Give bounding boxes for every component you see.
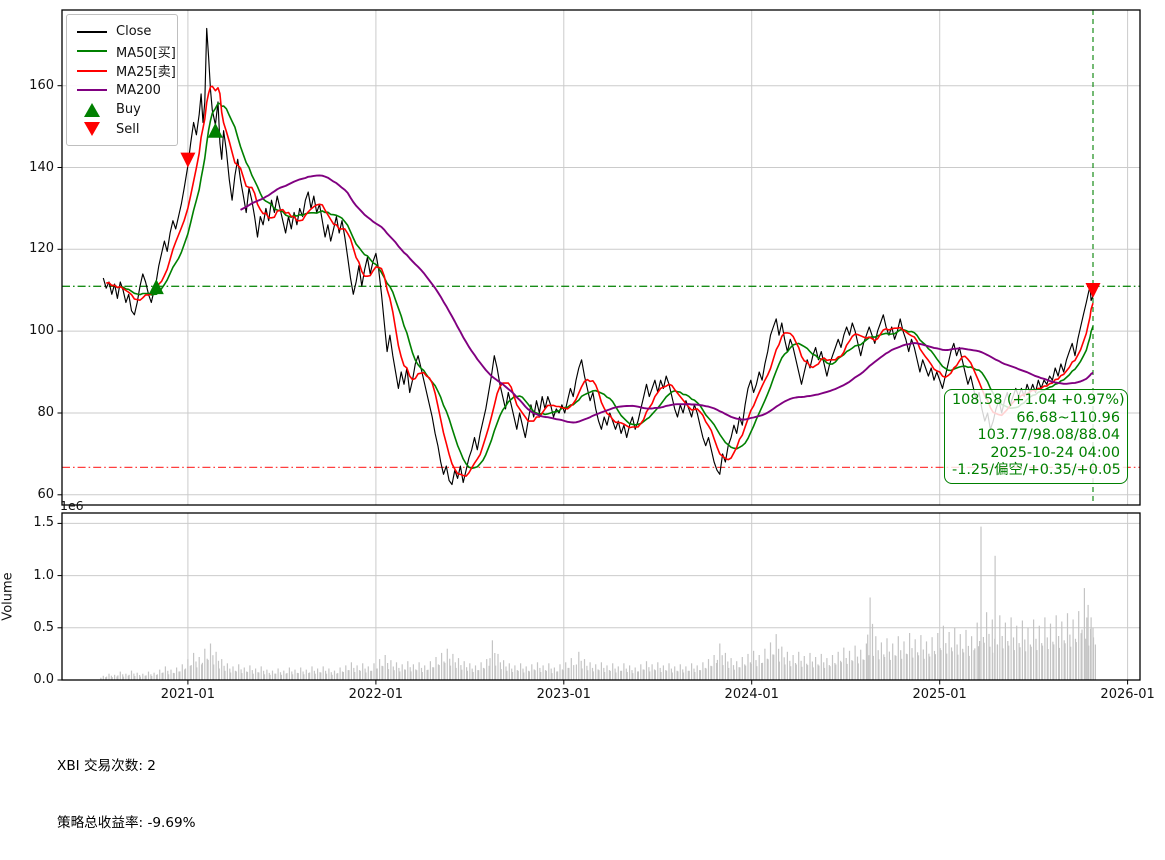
summary-strategy-return: 策略总收益率: -9.69%	[57, 814, 196, 831]
chart-legend: Close MA50[买] MA25[卖] MA200 Buy Sell	[66, 14, 178, 146]
volume-tick-label: 0.5	[33, 619, 54, 635]
annotation-levels-line: 103.77/98.08/88.04	[977, 427, 1120, 444]
volume-axis-title: Volume	[0, 572, 16, 621]
legend-item-ma200: MA200	[76, 81, 168, 101]
legend-label: Buy	[116, 102, 141, 118]
price-tick-label: 100	[29, 323, 54, 339]
annotation-price-line: 108.58 (+1.04 +0.97%)	[952, 392, 1125, 408]
buy-marker	[207, 122, 223, 138]
legend-label: Close	[116, 24, 152, 40]
date-tick-label: 2021-01	[160, 687, 216, 702]
price-tick-label: 60	[37, 486, 54, 502]
legend-label: MA25[卖]	[116, 65, 176, 81]
date-tick-label: 2023-01	[536, 687, 591, 702]
date-tick-label: 2024-01	[724, 687, 779, 702]
legend-item-close: Close	[76, 22, 168, 42]
sell-marker	[1085, 283, 1101, 298]
buy-marker-icon	[76, 102, 108, 117]
annotation-signal-line: -1.25/偏空/+0.35/+0.05	[952, 462, 1121, 479]
legend-item-ma25: MA25[卖]	[76, 61, 176, 81]
price-tick-label: 140	[29, 159, 54, 175]
volume-tick-label: 0.0	[33, 672, 54, 687]
trading-summary: XBI 交易次数: 2 策略总收益率: -9.69% 长期持有收益: -3.27…	[57, 720, 506, 860]
price-tick-label: 80	[37, 404, 54, 420]
sell-marker-icon	[76, 122, 108, 137]
ma50-line-swatch	[76, 50, 108, 53]
annotation-range-line: 66.68~110.96	[1016, 409, 1120, 426]
ma25-line-swatch	[76, 69, 108, 72]
date-tick-label: 2025-01	[912, 687, 967, 702]
ma200-line-swatch	[76, 89, 108, 92]
sell-marker	[180, 152, 196, 168]
legend-item-sell: Sell	[76, 120, 168, 140]
date-tick-label: 2026-01	[1100, 687, 1155, 702]
legend-item-buy: Buy	[76, 100, 168, 120]
volume-offset-label: 1e6	[60, 498, 84, 513]
buy-marker	[148, 279, 164, 295]
volume-tick-label: 1.5	[33, 515, 54, 531]
legend-label: Sell	[116, 121, 140, 137]
legend-item-ma50: MA50[买]	[76, 42, 176, 62]
summary-trade-count: XBI 交易次数: 2	[57, 758, 156, 775]
close-line-swatch	[76, 30, 108, 33]
date-tick-label: 2022-01	[348, 687, 403, 702]
price-tick-label: 120	[29, 241, 54, 257]
volume-tick-label: 1.0	[33, 567, 54, 583]
legend-label: MA50[买]	[116, 45, 176, 61]
price-tick-label: 160	[29, 77, 54, 93]
legend-label: MA200	[116, 82, 161, 98]
annotation-date-line: 2025-10-24 04:00	[990, 444, 1120, 461]
last-quote-annotation: 108.58 (+1.04 +0.97%) 66.68~110.96 103.7…	[944, 389, 1128, 484]
